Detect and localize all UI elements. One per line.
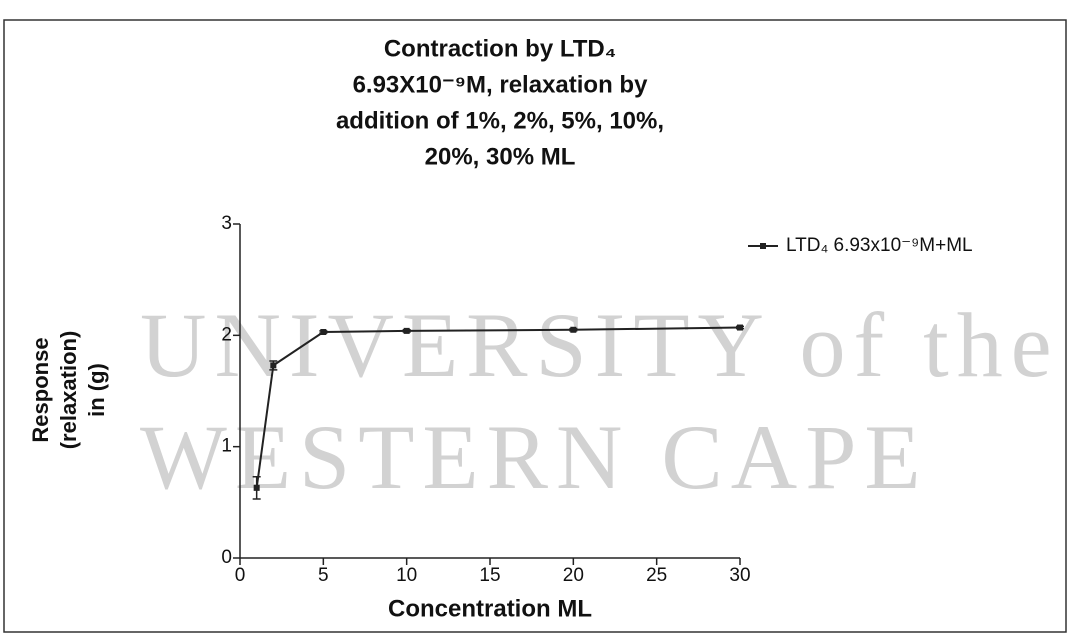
legend-marker xyxy=(760,243,766,249)
y-tick-label: 3 xyxy=(221,213,232,234)
chart-title: 6.93X10⁻⁹M, relaxation by xyxy=(353,71,649,98)
y-tick-label: 2 xyxy=(221,324,232,345)
y-axis-label: (relaxation) xyxy=(56,331,81,450)
y-tick-label: 1 xyxy=(221,436,232,457)
data-point xyxy=(254,485,260,491)
legend-label: LTD₄ 6.93x10⁻⁹M+ML xyxy=(786,235,973,256)
x-tick-label: 25 xyxy=(646,565,667,586)
data-point xyxy=(570,327,576,333)
x-tick-label: 0 xyxy=(235,565,246,586)
data-point xyxy=(404,328,410,334)
chart-title: Contraction by LTD₄ xyxy=(384,35,616,62)
data-point xyxy=(320,329,326,335)
x-tick-label: 20 xyxy=(563,565,584,586)
y-tick-label: 0 xyxy=(221,547,232,568)
watermark: WESTERN CAPE xyxy=(140,406,929,508)
chart-title: addition of 1%, 2%, 5%, 10%, xyxy=(336,107,664,134)
x-tick-label: 10 xyxy=(396,565,417,586)
data-point xyxy=(737,325,743,331)
y-axis-label: in (g) xyxy=(84,363,109,417)
chart: UNIVERSITY of theWESTERN CAPE Contraction… xyxy=(0,0,1070,634)
x-axis-label: Concentration ML xyxy=(388,595,592,622)
x-tick-label: 15 xyxy=(479,565,500,586)
data-point xyxy=(270,362,276,368)
chart-title: 20%, 30% ML xyxy=(425,143,576,170)
y-axis-label: Response xyxy=(28,337,53,442)
x-tick-label: 5 xyxy=(318,565,329,586)
watermark: UNIVERSITY of the xyxy=(140,294,1060,396)
x-tick-label: 30 xyxy=(729,565,750,586)
